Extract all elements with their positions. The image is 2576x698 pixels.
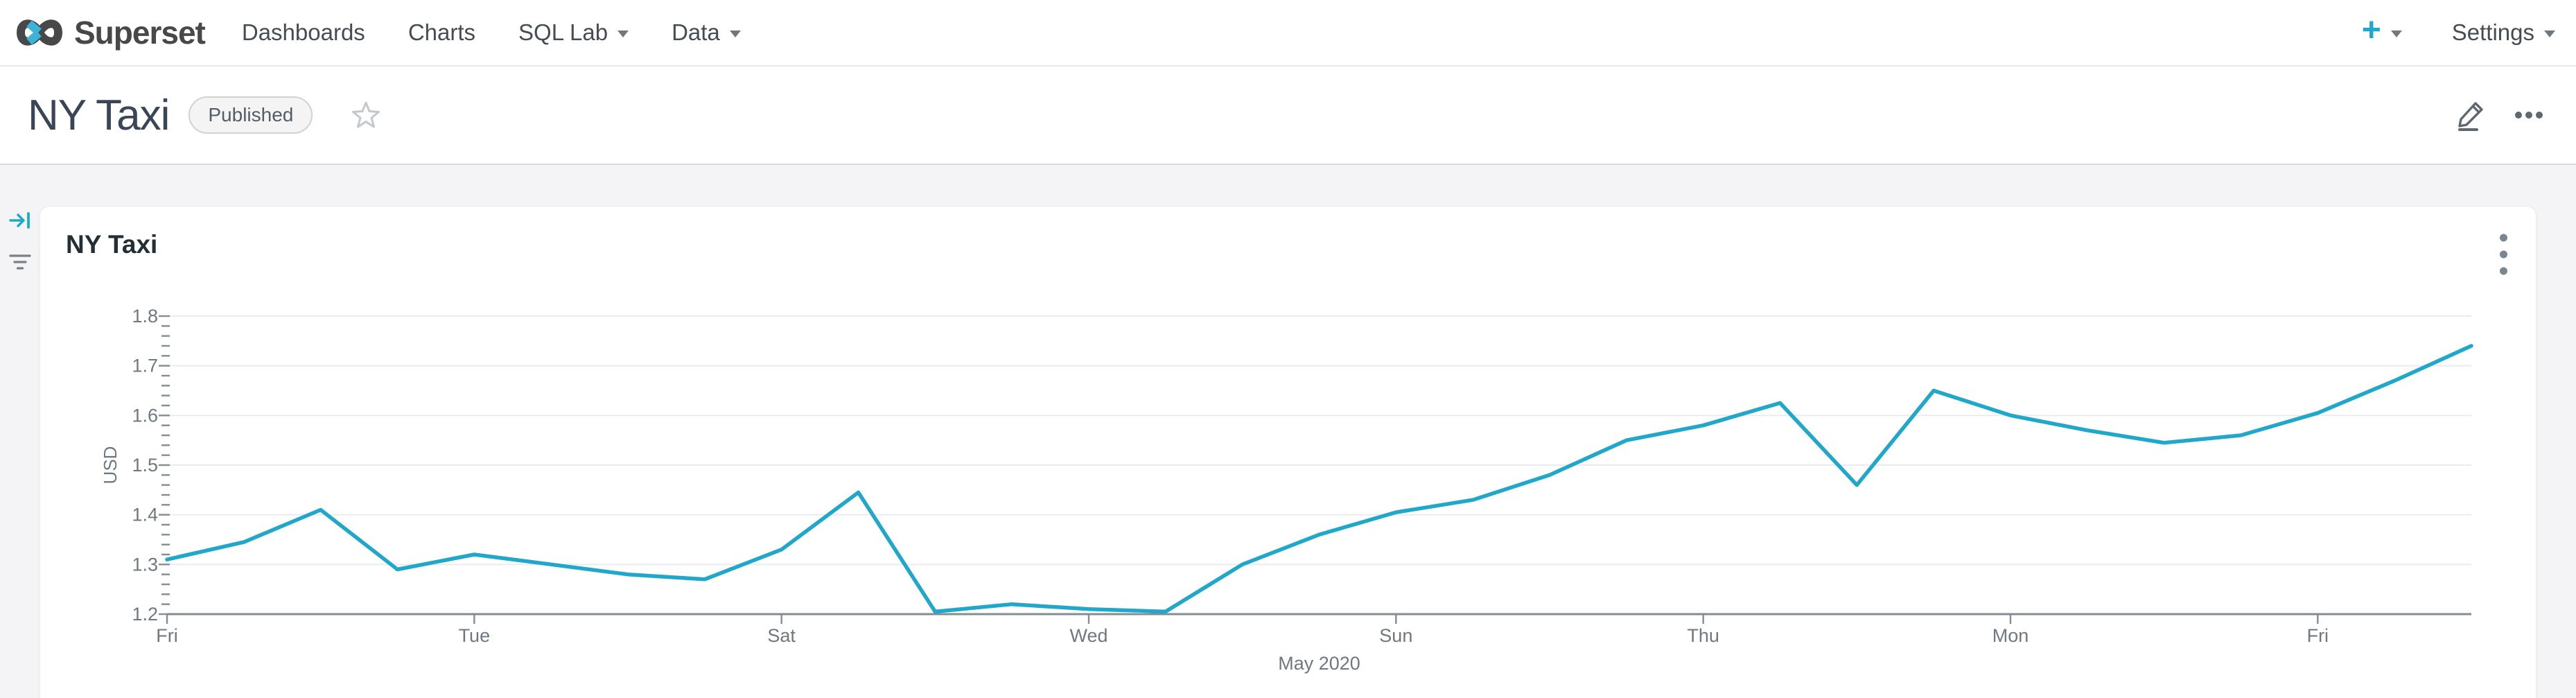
svg-text:Fri: Fri [2307,625,2329,646]
svg-text:1.2: 1.2 [132,604,158,625]
svg-text:Mon: Mon [1992,625,2029,646]
svg-text:Wed: Wed [1069,625,1107,646]
pencil-icon [2458,102,2483,131]
x-axis-caption: May 2020 [1278,653,1360,674]
filter-rail [0,165,40,698]
x-axis-labels: Fri Tue Sat Wed Sun Thu Mon Fri [156,625,2329,646]
chart-area: 1.2 1.3 1.4 1.5 1.6 1.7 1.8 Fri Tue Sat Wed Sun Thu M… [40,207,2536,698]
nav-item-charts[interactable]: Charts [408,19,476,45]
y-axis-labels: 1.2 1.3 1.4 1.5 1.6 1.7 1.8 [132,306,158,625]
svg-text:1.6: 1.6 [132,405,158,426]
page-title: NY Taxi [28,91,170,139]
nav-right: + Settings [2362,14,2555,47]
nav-item-dashboards[interactable]: Dashboards [241,19,365,45]
superset-logo[interactable]: Superset [13,13,206,52]
svg-text:Thu: Thu [1687,625,1719,646]
x-axis-ticks [166,614,2319,624]
chart-card: 1.2 1.3 1.4 1.5 1.6 1.7 1.8 Fri Tue Sat Wed Sun Thu M… [40,206,2536,698]
chevron-down-icon [2390,30,2402,37]
dashboard-header: NY Taxi Published [0,67,2576,165]
brand-name: Superset [74,15,206,51]
chevron-down-icon [2544,30,2555,37]
dashboard-body: 1.2 1.3 1.4 1.5 1.6 1.7 1.8 Fri Tue Sat Wed Sun Thu M… [0,165,2576,698]
nav-menu: Dashboards Charts SQL Lab Data [242,0,784,65]
svg-text:1.7: 1.7 [132,356,158,376]
svg-text:Fri: Fri [156,625,177,646]
svg-text:1.5: 1.5 [132,455,158,475]
svg-text:1.4: 1.4 [132,505,158,525]
new-item-button[interactable]: + [2362,14,2402,47]
y-axis-title: USD [100,446,121,485]
svg-text:1.3: 1.3 [132,554,158,575]
header-actions [2455,99,2543,131]
y-gridlines [167,315,2471,616]
plus-icon: + [2361,12,2381,49]
chart-title: NY Taxi [66,230,158,259]
series-line [165,344,2473,614]
chart-svg: 1.2 1.3 1.4 1.5 1.6 1.7 1.8 Fri Tue Sat Wed Sun Thu M… [100,306,2473,674]
svg-text:1.8: 1.8 [132,306,158,326]
y-minor-ticks [159,315,170,616]
chevron-down-icon [729,30,741,37]
favorite-star-icon[interactable] [351,101,380,130]
svg-text:Tue: Tue [459,625,491,646]
expand-filter-bar-icon[interactable] [8,211,31,234]
svg-text:Sun: Sun [1379,625,1412,646]
top-navbar: Superset Dashboards Charts SQL Lab Data … [0,0,2576,67]
settings-menu[interactable]: Settings [2452,19,2555,46]
chart-card-header: NY Taxi [40,207,2536,283]
filter-icon[interactable] [8,253,31,276]
edit-dashboard-button[interactable] [2455,99,2487,131]
kebab-icon [2500,234,2507,275]
nav-item-data[interactable]: Data [672,0,741,65]
chart-kebab-menu[interactable] [2492,230,2515,282]
published-badge[interactable]: Published [189,96,313,134]
superset-logo-icon [16,19,63,46]
nav-item-sql-lab[interactable]: SQL Lab [518,0,629,65]
more-actions-button[interactable] [2514,111,2543,119]
svg-text:Sat: Sat [767,625,796,646]
ellipsis-icon [2515,112,2543,119]
chevron-down-icon [617,30,629,37]
